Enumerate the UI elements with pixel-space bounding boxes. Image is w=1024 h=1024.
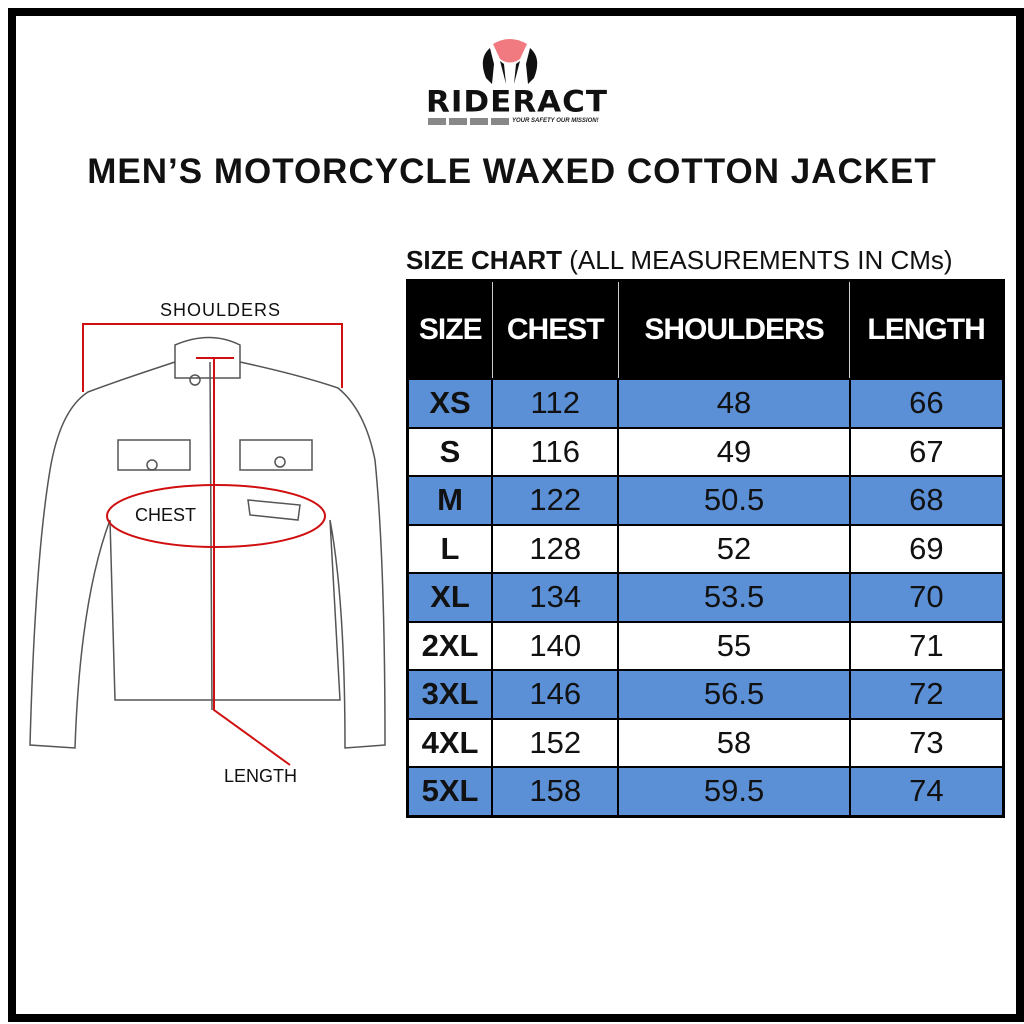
cell-size: XS	[406, 378, 494, 429]
table-row: XS 112 48 66	[406, 378, 1005, 429]
cell-chest: 158	[491, 766, 620, 817]
header-size: SIZE	[407, 280, 493, 379]
size-chart-table: SIZE CHEST SHOULDERS LENGTH XS 112 48 66 S 11…	[406, 279, 1005, 818]
cell-size: 4XL	[406, 717, 494, 768]
cell-length: 74	[848, 766, 1005, 817]
table-header-row: SIZE CHEST SHOULDERS LENGTH	[407, 280, 1004, 379]
cell-chest: 152	[491, 717, 620, 768]
table-row: 4XL 152 58 73	[406, 717, 1005, 768]
cell-size: 2XL	[406, 620, 494, 671]
table-row: 2XL 140 55 71	[406, 620, 1005, 671]
chest-label: CHEST	[135, 505, 197, 525]
outer-frame	[8, 8, 1024, 1022]
header-shoulders: SHOULDERS	[617, 280, 850, 379]
cell-chest: 140	[491, 620, 620, 671]
cell-length: 67	[848, 426, 1005, 477]
shoulders-label: SHOULDERS	[160, 300, 282, 320]
cell-size: 3XL	[406, 669, 494, 720]
cell-shoulders: 50.5	[617, 475, 851, 526]
cell-chest: 116	[491, 426, 620, 477]
table-row: M 122 50.5 68	[406, 475, 1005, 526]
length-label: LENGTH	[224, 766, 298, 786]
size-chart-title: SIZE CHART (ALL MEASUREMENTS IN CMs)	[406, 245, 953, 276]
size-chart-units-note: (ALL MEASUREMENTS IN CMs)	[569, 245, 953, 275]
cell-chest: 134	[491, 572, 620, 623]
table-row: L 128 52 69	[406, 523, 1005, 574]
cell-shoulders: 52	[617, 523, 851, 574]
header-chest: CHEST	[491, 280, 619, 379]
brand-tagline: YOUR SAFETY OUR MISSION!	[512, 118, 599, 124]
brand-logo	[482, 39, 538, 84]
cell-size: L	[406, 523, 494, 574]
size-chart-title-bold: SIZE CHART	[406, 245, 562, 275]
cell-shoulders: 55	[617, 620, 851, 671]
cell-chest: 122	[491, 475, 620, 526]
cell-shoulders: 53.5	[617, 572, 851, 623]
cell-length: 70	[848, 572, 1005, 623]
cell-size: S	[406, 426, 494, 477]
cell-shoulders: 59.5	[617, 766, 851, 817]
page-title: MEN’S MOTORCYCLE WAXED COTTON JACKET	[87, 152, 937, 191]
cell-size: 5XL	[406, 766, 494, 817]
cell-length: 72	[848, 669, 1005, 720]
cell-size: XL	[406, 572, 494, 623]
cell-chest: 128	[491, 523, 620, 574]
cell-size: M	[406, 475, 494, 526]
jacket-diagram	[29, 323, 386, 766]
cell-length: 69	[848, 523, 1005, 574]
cell-shoulders: 56.5	[617, 669, 851, 720]
brand-name: RIDERACT	[426, 84, 609, 120]
brand-stripes	[428, 118, 510, 125]
cell-chest: 112	[491, 378, 620, 429]
cell-length: 66	[848, 378, 1005, 429]
cell-shoulders: 48	[617, 378, 851, 429]
header-length: LENGTH	[849, 280, 1004, 379]
table-row: S 116 49 67	[406, 426, 1005, 477]
cell-length: 68	[848, 475, 1005, 526]
cell-shoulders: 58	[617, 717, 851, 768]
table-row: XL 134 53.5 70	[406, 572, 1005, 623]
table-row: 5XL 158 59.5 74	[406, 766, 1005, 817]
cell-shoulders: 49	[617, 426, 851, 477]
cell-length: 73	[848, 717, 1005, 768]
table-row: 3XL 146 56.5 72	[406, 669, 1005, 720]
cell-chest: 146	[491, 669, 620, 720]
cell-length: 71	[848, 620, 1005, 671]
